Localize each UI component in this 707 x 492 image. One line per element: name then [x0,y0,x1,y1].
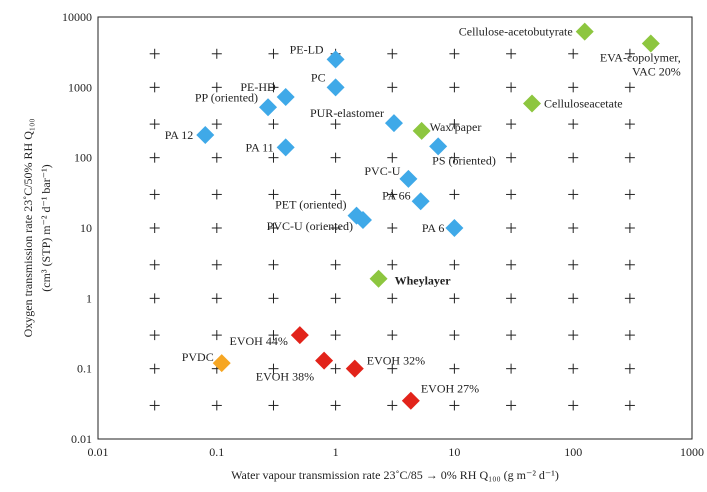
data-point-label: Wheylayer [395,274,452,288]
data-point-label: PA 12 [165,128,194,142]
y-tick-label: 1 [86,291,92,305]
data-point-label: EVOH 27% [421,382,479,396]
data-point-label: PE-LD [290,42,324,56]
y-axis-title-line2: (cm³ (STP) m⁻² d⁻¹ bar⁻¹) [39,164,53,291]
x-tick-label: 10 [448,445,460,459]
data-point-marker [445,219,464,237]
data-point-marker [326,78,345,97]
x-tick-label: 100 [564,445,582,459]
data-point-marker [399,169,418,188]
data-point-marker [315,351,334,370]
data-point-label: EVA-copolymer, VAC 20% [600,50,681,78]
data-point-label: PET (oriented) [275,198,346,212]
data-point-marker [326,50,345,69]
data-point-label: PP (oriented) [195,90,258,104]
data-point-marker [369,269,388,288]
y-axis-title-line1: Oxygen transmission rate 23˚C/50% RH Q₁₀… [21,119,35,338]
data-point-label: Wax/paper [430,120,482,134]
data-point-marker [641,34,660,53]
data-point-label: PUR-elastomer [310,106,384,120]
data-point-marker [276,87,295,106]
y-tick-label: 1000 [68,80,92,94]
data-point-marker [353,210,372,229]
data-point-marker [523,94,542,113]
grid-crosses [149,48,635,411]
data-point-label: PA 66 [382,188,411,202]
data-point-marker [575,22,594,41]
data-point-marker [290,326,309,345]
data-point-label: PC [311,70,326,84]
x-tick-label: 0.1 [209,445,224,459]
data-point-marker [411,192,430,211]
data-point-marker [212,354,231,373]
data-point-label: Cellulose-acetobutyrate [459,25,573,39]
y-tick-label: 0.1 [77,362,92,376]
data-point-marker [259,98,278,117]
data-point-label: PVC-U [364,164,400,178]
data-point-label: EVOH 38% [256,370,314,384]
y-tick-label: 100 [74,151,92,165]
y-tick-labels: 10000 1000 100 10 1 0.1 0.01 [62,10,92,446]
data-point-label: EVOH 44% [230,334,288,348]
data-point-label: PVC-U (oriented) [267,219,353,233]
data-point-marker [196,126,215,145]
x-tick-label: 1000 [680,445,704,459]
data-point-label: PE-HD [240,80,276,94]
data-point-marker [412,121,431,140]
data-point-label: PA 6 [422,221,445,235]
data-point-label: Celluloseacetate [544,96,623,110]
data-point-label: PS (oriented) [432,153,496,167]
data-point-marker [401,391,420,410]
data-point-marker [384,114,403,133]
data-point-label: EVOH 32% [367,354,425,368]
x-tick-labels: 0.01 0.1 1 10 100 1000 [88,445,705,459]
data-point-marker [345,359,364,378]
x-tick-label: 1 [333,445,339,459]
point-labels: PA 12 PP (oriented)PE-HD PA 11 PE-LD PC PUR-e… [165,25,681,396]
y-axis-title: Oxygen transmission rate 23˚C/50% RH Q₁₀… [21,119,53,338]
data-point-label: PVDC [182,350,214,364]
plot-frame [97,16,693,440]
y-tick-label: 10000 [62,10,92,24]
y-tick-label: 10 [80,221,92,235]
x-axis-title: Water vapour transmission rate 23˚C/85 →… [231,468,559,482]
data-markers [196,22,660,410]
y-tick-label: 0.01 [71,432,92,446]
data-point-marker [429,137,448,156]
data-point-marker [276,138,295,157]
data-point-label: PA 11 [246,140,274,154]
x-tick-label: 0.01 [88,445,109,459]
